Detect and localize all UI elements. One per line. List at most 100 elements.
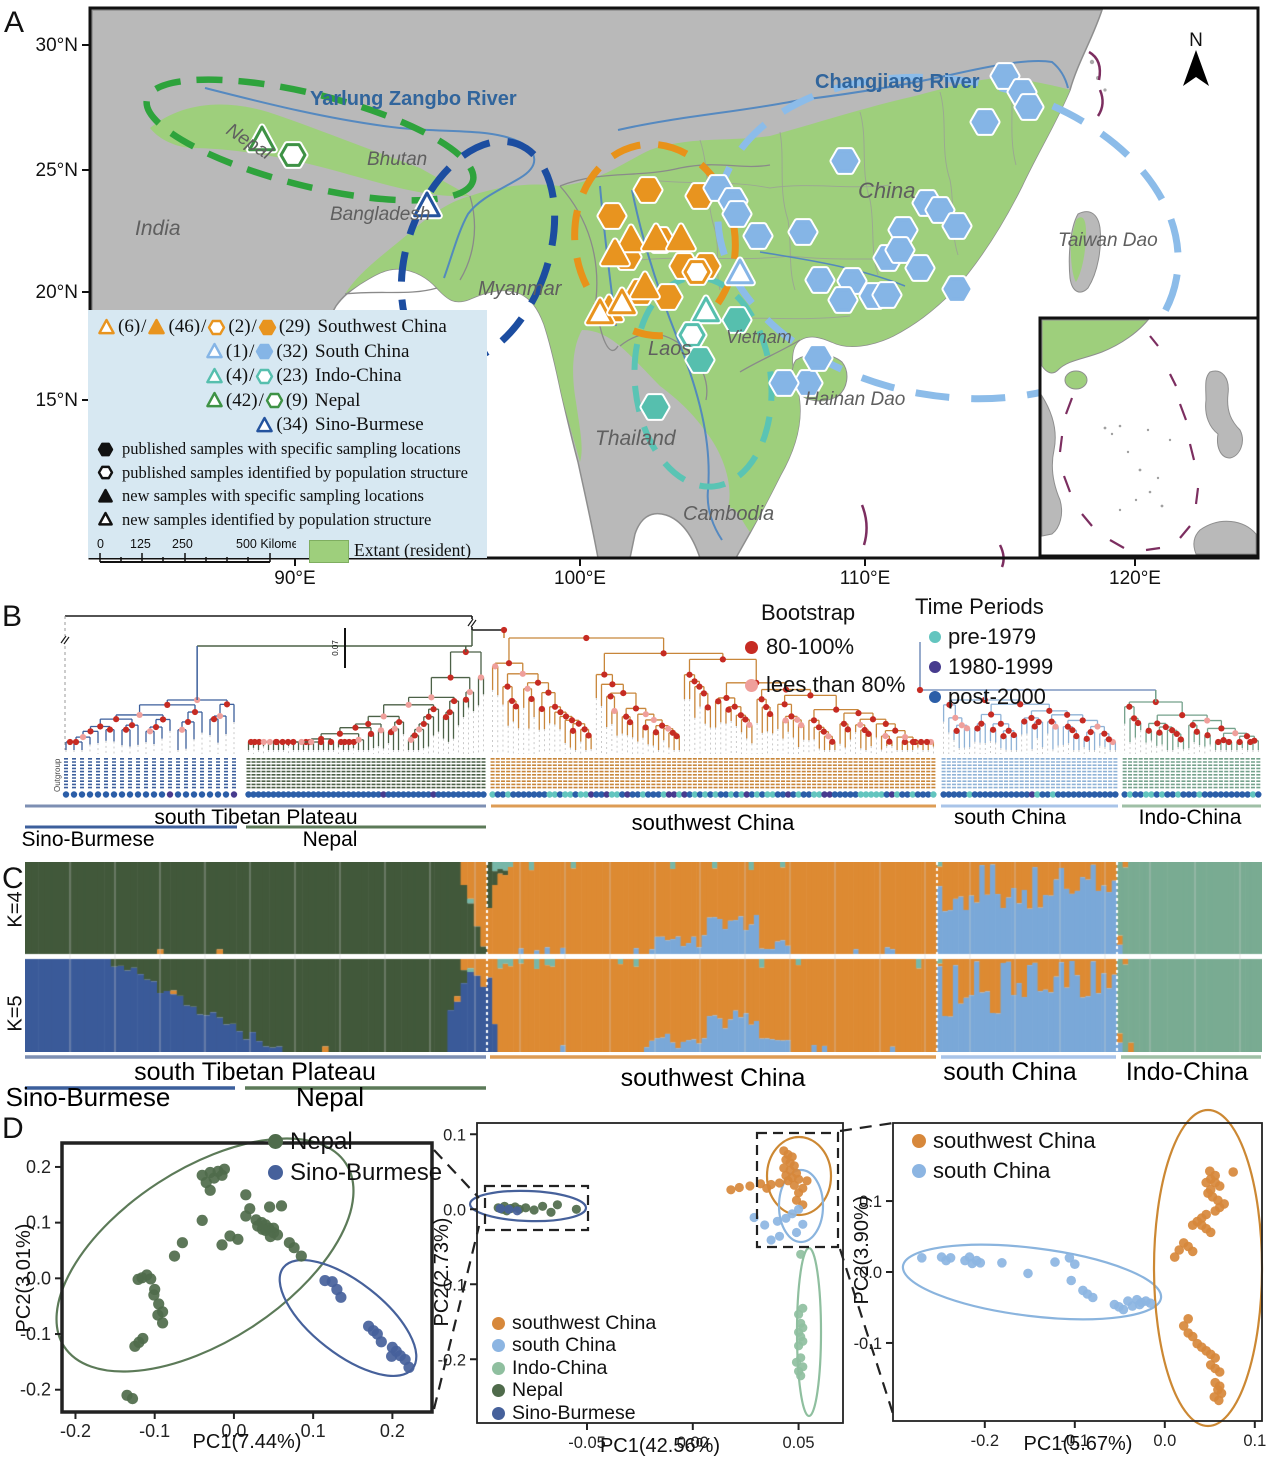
bootstrap-node-dot bbox=[1010, 731, 1017, 739]
bootstrap-node-dot bbox=[391, 725, 398, 732]
data-point bbox=[1210, 1353, 1220, 1363]
bootstrap-node-dot bbox=[715, 698, 722, 705]
time-period-dot bbox=[110, 791, 118, 798]
bootstrap-node-dot bbox=[505, 660, 513, 667]
time-period-dot bbox=[930, 791, 937, 798]
time-period-dot bbox=[577, 791, 584, 798]
bootstrap-entry-label: 80-100% bbox=[766, 634, 855, 659]
series-label: Sino-Burmese bbox=[512, 1401, 636, 1424]
legend-count: (2) bbox=[228, 316, 251, 338]
time-period-dot bbox=[904, 791, 911, 798]
north-arrow-icon bbox=[1183, 50, 1209, 86]
hexagon-filled-marker bbox=[641, 395, 669, 419]
bootstrap-node-dot bbox=[844, 726, 851, 733]
time-period-dot bbox=[295, 791, 302, 798]
bootstrap-node-dot bbox=[1145, 727, 1152, 734]
time-period-dot bbox=[1158, 791, 1166, 798]
data-point bbox=[295, 1250, 307, 1262]
bootstrap-node-dot bbox=[216, 712, 224, 720]
lon-90: 90°E bbox=[274, 568, 315, 589]
hexagon-filled-icon bbox=[97, 442, 114, 457]
triangle-open-marker bbox=[586, 298, 614, 325]
bootstrap-node-dot bbox=[420, 720, 427, 728]
polygon bbox=[256, 368, 274, 384]
bootstrap-node-dot bbox=[623, 713, 630, 720]
time-period-dot bbox=[743, 791, 750, 798]
bootstrap-node-dot bbox=[1101, 730, 1108, 737]
time-period-dot bbox=[847, 791, 854, 798]
time-period-dot bbox=[779, 791, 787, 798]
time-period-dot bbox=[415, 791, 422, 798]
plot-frame bbox=[476, 1122, 844, 1424]
pca-legend-entry: south China bbox=[912, 1156, 1096, 1186]
time-period-dot bbox=[1121, 791, 1128, 798]
cluster-ellipse bbox=[468, 1189, 588, 1223]
time-period-dot bbox=[769, 791, 776, 798]
y-tick-label: 0.0 bbox=[443, 1201, 466, 1219]
time-period-dot bbox=[795, 791, 802, 798]
data-point bbox=[216, 1169, 228, 1181]
c-group-sb: Sino-Burmese bbox=[5, 1082, 171, 1112]
lat-30: 30°N bbox=[36, 35, 78, 56]
pca-legend-entry: Nepal bbox=[268, 1126, 442, 1157]
time-period-dot bbox=[733, 791, 740, 798]
bootstrap-node-dot bbox=[882, 720, 889, 727]
map-panel: Nepal Bhutan Bangladesh India Myanmar Th… bbox=[36, 6, 1260, 589]
bootstrap-node-dot bbox=[686, 671, 693, 678]
bootstrap-node-dot bbox=[164, 701, 171, 708]
bootstrap-node-dot bbox=[365, 720, 372, 728]
legend-group-icons: (42) / (9) bbox=[96, 390, 309, 412]
zoom-box bbox=[755, 1131, 840, 1249]
bootstrap-node-dot bbox=[691, 678, 698, 685]
time-period-dot bbox=[515, 791, 522, 798]
time-period-dot bbox=[375, 791, 382, 798]
bootstrap-node-dot bbox=[273, 738, 280, 746]
time-period-dot bbox=[1217, 791, 1225, 798]
bootstrap-node-dot bbox=[538, 705, 545, 713]
label-hainan: Hainan Dao bbox=[805, 389, 905, 410]
bootstrap-node-dot bbox=[620, 690, 627, 697]
bootstrap-node-dot bbox=[557, 709, 564, 716]
zoom-connector bbox=[433, 1149, 480, 1199]
data-point bbox=[504, 1204, 514, 1214]
bootstrap-node-dot bbox=[917, 738, 925, 746]
legend-group-icons: (34) bbox=[96, 414, 309, 436]
legend-separator: / bbox=[249, 340, 255, 362]
time-period-dot bbox=[355, 791, 362, 798]
bootstrap-node-dot bbox=[551, 703, 559, 710]
time-period-dot bbox=[1013, 791, 1020, 798]
time-period-dot bbox=[727, 791, 735, 798]
time-period-dot bbox=[265, 791, 272, 798]
time-period-dot bbox=[1049, 791, 1057, 798]
inset-map bbox=[1038, 316, 1260, 558]
data-point bbox=[791, 1227, 802, 1238]
extant-swatch bbox=[309, 539, 349, 563]
bootstrap-node-dot bbox=[766, 710, 774, 718]
bootstrap-node-dot bbox=[1017, 701, 1024, 708]
time-period-dot bbox=[536, 791, 543, 798]
bootstrap-node-dot bbox=[585, 732, 592, 739]
x-tick-label: -0.05 bbox=[568, 1434, 606, 1452]
bootstrap-node-dot bbox=[696, 683, 703, 690]
bootstrap-node-dot bbox=[892, 727, 899, 734]
hexagon-filled-icon bbox=[258, 319, 277, 335]
bootstrap-node-dot bbox=[1134, 719, 1142, 727]
data-point bbox=[1187, 1331, 1198, 1342]
time-legend-entry: post-2000 bbox=[915, 684, 1053, 710]
time-period-dot bbox=[852, 791, 859, 798]
time-period-dot bbox=[1091, 791, 1098, 798]
legend-shape-meanings: published samples with specific sampling… bbox=[96, 438, 483, 532]
time-period-dot bbox=[1190, 791, 1198, 798]
legend-count: (4) bbox=[225, 365, 249, 387]
time-period-dot bbox=[1075, 791, 1083, 798]
legend-group-label: Indo-China bbox=[315, 365, 402, 387]
time-period-dot bbox=[320, 791, 327, 798]
bootstrap-node-dot bbox=[763, 703, 770, 711]
time-period-dot bbox=[644, 791, 652, 798]
bootstrap-node-dot bbox=[266, 738, 274, 746]
inset-nine-dash bbox=[1058, 335, 1200, 552]
polygon bbox=[256, 344, 274, 360]
bootstrap-legend-entry: lees than 80% bbox=[745, 672, 905, 698]
time-period-dot bbox=[598, 791, 605, 798]
hexagon-filled-marker bbox=[770, 371, 798, 395]
